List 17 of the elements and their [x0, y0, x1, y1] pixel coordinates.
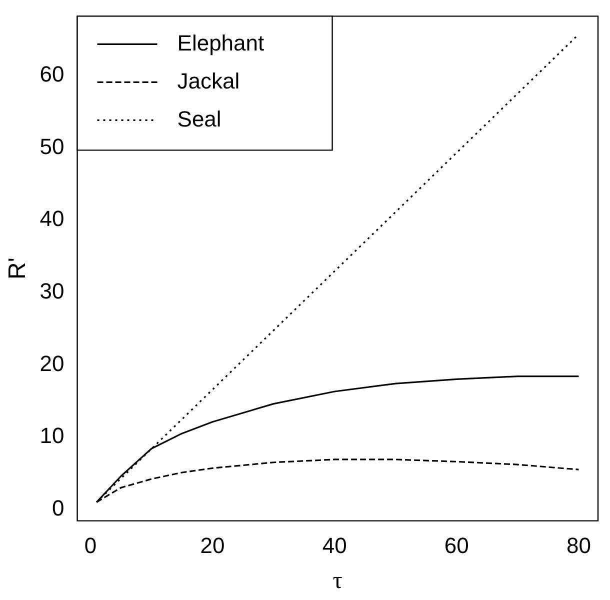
x-tick-label: 80 [566, 533, 591, 558]
x-tick-label: 0 [84, 533, 97, 558]
y-tick-label: 0 [52, 495, 64, 520]
y-axis-title: R' [4, 258, 32, 280]
x-tick-label: 40 [322, 533, 347, 558]
y-tick-label: 50 [40, 134, 64, 159]
legend-label: Jackal [177, 68, 240, 94]
y-tick-label: 60 [40, 62, 64, 87]
y-tick-label: 40 [40, 206, 64, 232]
x-axis-title: τ [332, 568, 343, 594]
y-tick-label: 30 [40, 278, 64, 304]
x-tick-label: 60 [444, 533, 469, 558]
y-tick-label: 10 [40, 423, 64, 448]
legend-label: Seal [177, 106, 222, 132]
y-tick-label: 20 [40, 350, 64, 376]
x-tick-label: 20 [200, 533, 225, 558]
legend-label: Elephant [177, 30, 264, 56]
